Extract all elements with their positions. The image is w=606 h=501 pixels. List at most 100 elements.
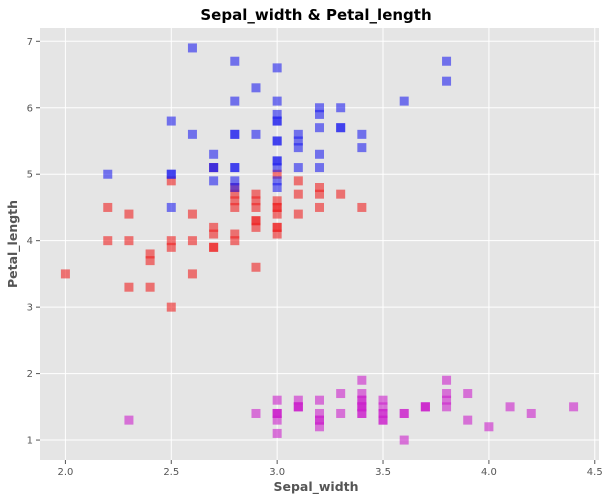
x-tick-label: 2.0 [57,467,73,478]
data-point-series-0 [336,408,346,418]
data-point-series-1 [251,216,261,226]
data-point-series-2 [251,83,261,93]
data-point-series-1 [251,189,261,199]
data-point-series-2 [166,202,176,212]
data-point-series-1 [272,209,282,219]
data-point-series-1 [124,209,134,219]
data-point-series-1 [187,269,197,279]
data-point-series-0 [463,415,473,425]
data-point-series-1 [251,222,261,232]
data-point-series-2 [272,116,282,126]
data-point-series-0 [399,408,409,418]
y-tick-label: 2 [27,369,33,380]
plot-area [40,28,599,460]
data-point-series-2 [336,123,346,133]
x-tick-label: 2.5 [163,467,179,478]
data-point-series-2 [272,183,282,193]
y-axis-ticks: 1 2 3 4 5 6 7 [27,37,40,447]
data-point-series-0 [272,415,282,425]
data-point-series-1 [230,236,240,246]
data-point-series-2 [272,63,282,73]
data-point-series-2 [272,96,282,106]
data-point-series-0 [315,395,324,405]
data-point-series-0 [315,415,324,425]
data-point-series-2 [315,163,324,173]
data-point-series-2 [272,163,282,173]
data-point-series-2 [209,176,219,186]
data-point-series-2 [166,169,176,179]
data-point-series-2 [315,103,324,113]
data-point-series-1 [272,202,282,212]
data-point-series-1 [209,229,219,239]
data-point-series-2 [272,136,282,146]
data-point-series-1 [166,176,176,186]
data-point-series-0 [484,422,494,432]
data-point-series-1 [145,249,155,259]
data-point-series-0 [315,422,324,432]
data-point-series-2 [293,163,303,173]
x-tick-label: 3.0 [269,467,285,478]
data-point-series-0 [442,375,452,385]
data-point-series-1 [103,202,113,212]
data-point-series-0 [378,395,388,405]
data-point-series-0 [272,395,282,405]
data-point-series-2 [442,76,452,86]
data-point-series-1 [145,256,155,266]
y-tick-label: 5 [27,170,33,181]
data-point-series-1 [209,222,219,232]
data-point-series-2 [399,96,409,106]
data-point-series-2 [230,96,240,106]
data-point-series-1 [315,189,324,199]
data-point-series-2 [230,56,240,66]
data-point-series-0 [357,402,367,412]
data-point-series-0 [124,415,134,425]
data-points [60,43,579,445]
data-point-series-1 [103,236,113,246]
data-point-series-2 [293,136,303,146]
y-tick-label: 6 [27,103,33,114]
data-point-series-2 [315,109,324,119]
y-tick-label: 4 [27,236,33,247]
x-axis-label: Sepal_width [273,479,358,495]
data-point-series-1 [60,269,70,279]
data-point-series-2 [336,103,346,113]
data-point-series-0 [336,389,346,399]
data-point-series-1 [272,229,282,239]
data-point-series-1 [357,202,367,212]
data-point-series-2 [187,43,197,53]
data-point-series-0 [272,408,282,418]
data-point-series-0 [272,428,282,438]
data-point-series-0 [378,408,388,418]
data-point-series-1 [315,183,324,193]
data-point-series-1 [124,282,134,292]
data-point-series-1 [293,189,303,199]
x-axis-ticks: 2.0 2.5 3.0 3.5 4.0 4.5 [57,460,603,478]
y-tick-label: 1 [27,436,33,447]
data-point-series-1 [315,202,324,212]
data-point-series-0 [315,408,324,418]
data-point-series-2 [315,149,324,159]
data-point-series-1 [230,229,240,239]
data-point-series-1 [251,262,261,272]
data-point-series-1 [230,189,240,199]
data-point-series-2 [230,176,240,186]
data-point-series-2 [442,56,452,66]
data-point-series-2 [103,169,113,179]
data-point-series-0 [378,415,388,425]
data-point-series-1 [272,169,282,179]
data-point-series-1 [230,196,240,206]
data-point-series-2 [209,163,219,173]
data-point-series-1 [187,236,197,246]
data-point-series-0 [378,402,388,412]
data-point-series-1 [251,196,261,206]
data-point-series-0 [442,395,452,405]
x-tick-label: 3.5 [375,467,391,478]
x-tick-label: 4.5 [587,467,603,478]
data-point-series-0 [526,408,536,418]
data-point-series-1 [166,236,176,246]
data-point-series-2 [230,183,240,193]
data-point-series-2 [315,123,324,133]
data-point-series-0 [505,402,515,412]
data-point-series-0 [442,402,452,412]
